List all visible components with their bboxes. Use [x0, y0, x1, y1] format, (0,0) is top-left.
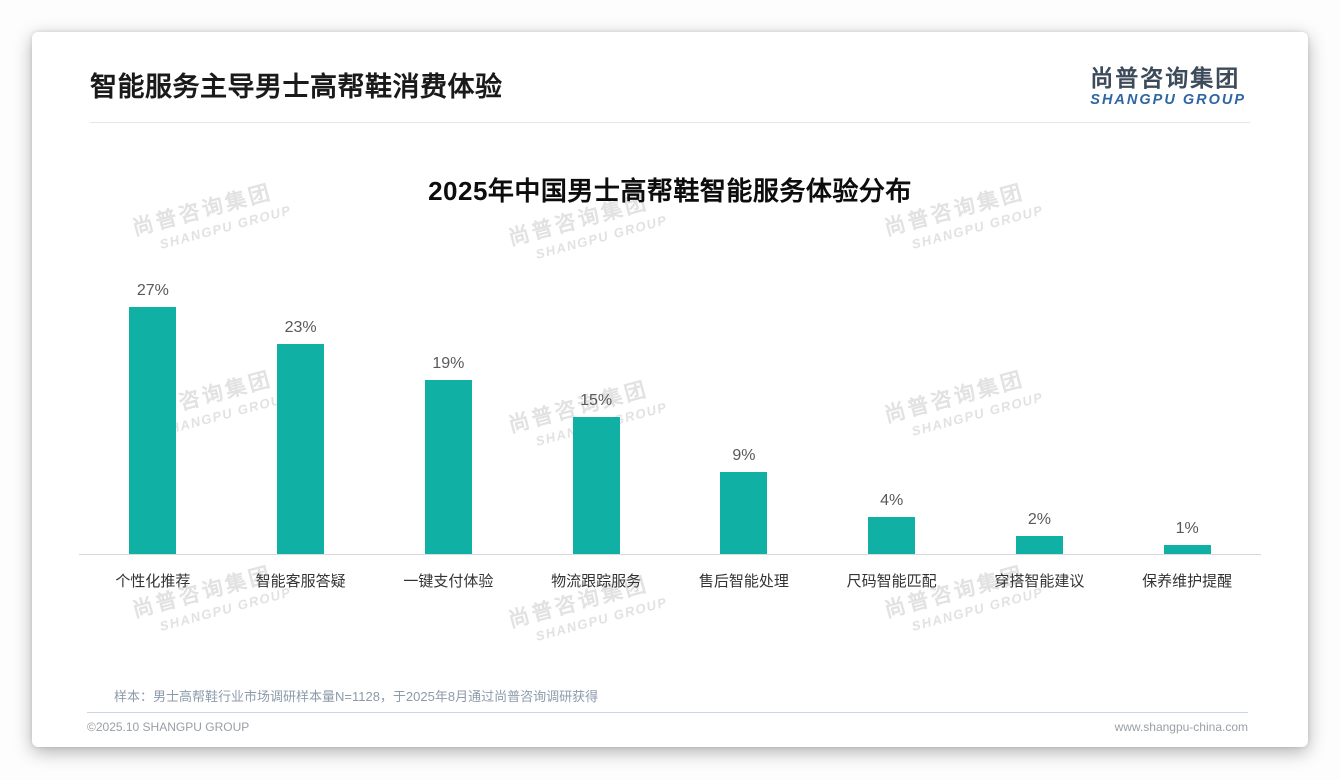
bar-column: 4%	[818, 245, 966, 554]
page-title: 智能服务主导男士高帮鞋消费体验	[90, 72, 503, 102]
footer-copyright: ©2025.10 SHANGPU GROUP	[87, 720, 250, 734]
bar-chart: 27% 23% 19% 15% 9% 4% 2% 1%	[79, 245, 1261, 555]
bar-column: 2%	[966, 245, 1114, 554]
logo-cn-text: 尚普咨询集团	[1090, 65, 1241, 91]
chart-title: 2025年中国男士高帮鞋智能服务体验分布	[428, 176, 912, 206]
x-axis-label: 尺码智能匹配	[846, 573, 937, 590]
bar-value-label: 23%	[284, 318, 317, 336]
bar-value-label: 15%	[580, 391, 613, 409]
sample-note: 样本：男士高帮鞋行业市场调研样本量N=1128，于2025年8月通过尚普咨询调研…	[114, 689, 599, 704]
bar	[868, 517, 916, 554]
bar-column: 27%	[79, 245, 227, 554]
bar-column: 9%	[670, 245, 818, 554]
bar	[277, 343, 325, 554]
bar-column: 15%	[522, 245, 670, 554]
bar-value-label: 4%	[880, 492, 904, 510]
x-axis-label: 穿搭智能建议	[994, 573, 1085, 590]
watermark-en-text: SHANGPU GROUP	[534, 594, 670, 644]
slide-footer: ©2025.10 SHANGPU GROUP www.shangpu-china…	[87, 712, 1248, 734]
header-divider	[90, 122, 1250, 123]
slide-header: 智能服务主导男士高帮鞋消费体验 尚普咨询集团 SHANGPU GROUP	[32, 32, 1308, 109]
slide-card: 尚普咨询集团 SHANGPU GROUP 尚普咨询集团 SHANGPU GROUP 尚普…	[32, 32, 1308, 747]
bar-column: 19%	[375, 245, 523, 554]
x-axis-label: 保养维护提醒	[1142, 573, 1233, 590]
bar-value-label: 1%	[1175, 519, 1199, 537]
bar-value-label: 19%	[432, 355, 465, 373]
bar-value-label: 2%	[1027, 510, 1051, 528]
x-axis-label: 售后智能处理	[698, 573, 789, 590]
x-axis-label: 一键支付体验	[403, 573, 494, 590]
bar-value-label: 27%	[136, 281, 169, 299]
bar	[720, 471, 768, 554]
bar	[1163, 544, 1211, 554]
x-axis-labels: 个性化推荐 智能客服答疑 一键支付体验 物流跟踪服务 售后智能处理 尺码智能匹配 穿搭智能建…	[79, 571, 1261, 592]
logo-en-text: SHANGPU GROUP	[1090, 92, 1246, 108]
x-axis-label: 个性化推荐	[115, 573, 191, 590]
bar	[572, 416, 620, 554]
bar-column: 23%	[227, 245, 375, 554]
bar-column: 1%	[1113, 245, 1261, 554]
bar	[129, 306, 177, 554]
x-axis-label: 智能客服答疑	[255, 573, 346, 590]
bar	[424, 380, 472, 554]
shangpu-logo: 尚普咨询集团 SHANGPU GROUP	[1090, 64, 1246, 109]
footer-website: www.shangpu-china.com	[1114, 720, 1248, 734]
bar-value-label: 9%	[732, 446, 756, 464]
x-axis-label: 物流跟踪服务	[551, 573, 642, 590]
bar	[1015, 535, 1063, 554]
